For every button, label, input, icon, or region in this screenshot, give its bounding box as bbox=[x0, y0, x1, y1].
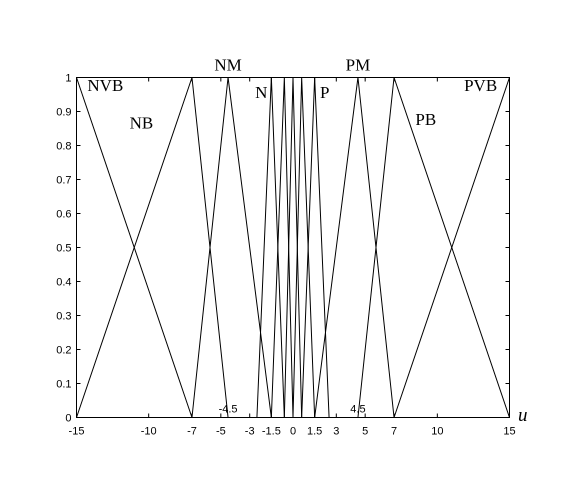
x-tick-label-10: 10 bbox=[431, 426, 443, 438]
annotation-m4_5: -4.5 bbox=[219, 404, 238, 416]
y-tick-label-0_4: 0.4 bbox=[56, 277, 71, 289]
mf-labels: NVB NB NM N P PM PB PVB bbox=[87, 56, 497, 133]
mf-label-n: N bbox=[255, 83, 267, 102]
y-tick-label-0_3: 0.3 bbox=[56, 311, 71, 323]
mf-label-nm: NM bbox=[214, 56, 241, 75]
mf-label-pm: PM bbox=[346, 56, 371, 75]
mf-label-nvb: NVB bbox=[87, 76, 123, 95]
y-tick-label-0_1: 0.1 bbox=[56, 379, 71, 391]
x-tick-label-7: 7 bbox=[391, 426, 397, 438]
mf-curve-p bbox=[301, 77, 330, 418]
x-tick-label-m3: -3 bbox=[245, 426, 255, 438]
x-tick-label-15: 15 bbox=[503, 426, 515, 438]
x-tick-label-m5: -5 bbox=[216, 426, 226, 438]
mf-label-pvb: PVB bbox=[464, 76, 497, 95]
mf-curve-pvb bbox=[393, 77, 510, 418]
y-tick-label-0_8: 0.8 bbox=[56, 141, 71, 153]
y-tick-label-0_2: 0.2 bbox=[56, 345, 71, 357]
x-tick-label-m15: -15 bbox=[69, 426, 85, 438]
mf-label-nb: NB bbox=[130, 114, 154, 133]
y-tick-label-0_5: 0.5 bbox=[56, 243, 71, 255]
x-tick-label-m1_5: -1.5 bbox=[262, 426, 281, 438]
y-tick-label-1: 1 bbox=[65, 73, 71, 85]
y-tick-label-0_7: 0.7 bbox=[56, 175, 71, 187]
mf-curve-n bbox=[256, 77, 285, 418]
mf-label-p: P bbox=[320, 83, 329, 102]
x-tick-label-1_5: 1.5 bbox=[307, 426, 322, 438]
x-tick-label-5: 5 bbox=[362, 426, 368, 438]
mf-curve-center-5 bbox=[283, 77, 303, 418]
annotations: -4.5 4.5 bbox=[219, 404, 366, 416]
x-tick-label-m7: -7 bbox=[187, 426, 197, 438]
x-axis-label: u bbox=[518, 405, 528, 426]
x-tick-label-m10: -10 bbox=[141, 426, 157, 438]
y-tick-label-0: 0 bbox=[65, 413, 71, 425]
y-tick-label-0_9: 0.9 bbox=[56, 107, 71, 119]
x-tick-label-3: 3 bbox=[333, 426, 339, 438]
x-tick-label-0: 0 bbox=[290, 426, 296, 438]
y-tick-label-0_6: 0.6 bbox=[56, 209, 71, 221]
y-axis: 0 0.1 0.2 0.3 0.4 0.5 0.6 0.7 0.8 0.9 1 bbox=[56, 73, 510, 425]
mf-label-pb: PB bbox=[415, 110, 436, 129]
x-axis: -15 -10 -7 -5 -3 -1.5 0 1.5 3 5 7 10 15 bbox=[69, 77, 516, 438]
annotation-4_5: 4.5 bbox=[350, 404, 365, 416]
